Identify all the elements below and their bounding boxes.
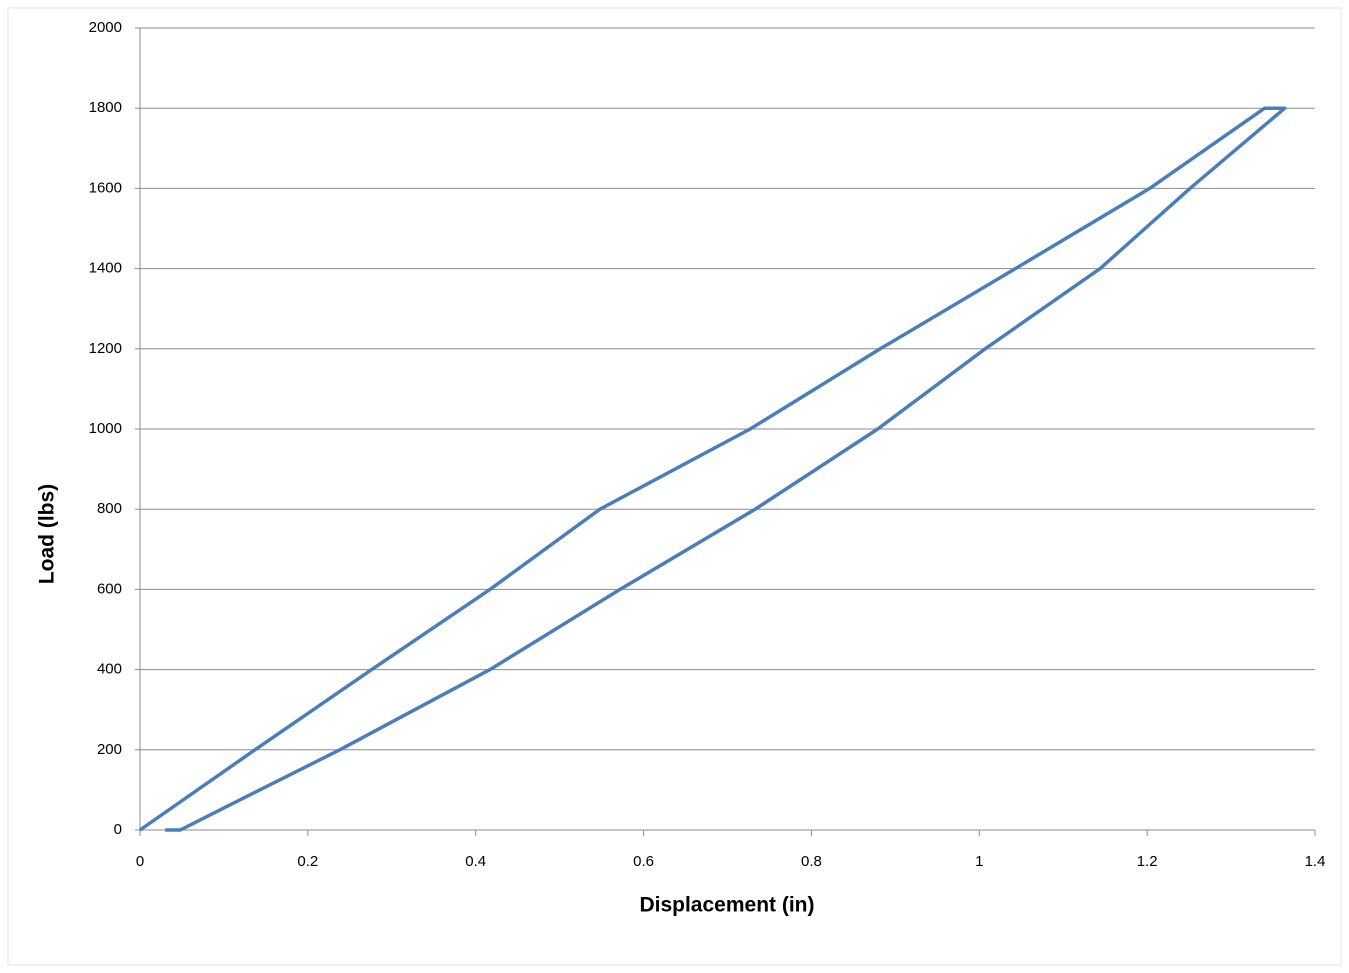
y-tick-label: 1000 [89, 420, 122, 437]
y-tick-label: 1200 [89, 340, 122, 357]
x-tick-label: 0.2 [297, 853, 318, 870]
y-tick-label: 1400 [89, 260, 122, 277]
y-tick-label: 400 [97, 661, 122, 678]
x-tick-label: 1.4 [1305, 853, 1326, 870]
data-line [138, 106, 1287, 832]
y-tick-label: 600 [97, 580, 122, 597]
y-tick-label: 800 [97, 500, 122, 517]
chart-border [7, 7, 1342, 966]
x-tick-label: 0.6 [633, 853, 654, 870]
x-tick-label: 1 [975, 853, 983, 870]
x-tick-label: 0.4 [465, 853, 486, 870]
y-tick-label: 1600 [89, 179, 122, 196]
y-tick-label: 2000 [89, 19, 122, 36]
x-tick-label: 0.8 [801, 853, 822, 870]
x-tick-label: 1.2 [1137, 853, 1158, 870]
y-tick-label: 200 [97, 741, 122, 758]
y-tick-label: 1800 [89, 99, 122, 116]
y-tick-label: 0 [114, 821, 122, 838]
y-axis-title: Load (lbs) [36, 484, 59, 584]
x-axis-title: Displacement (in) [639, 894, 814, 917]
x-tick-label: 0 [136, 853, 144, 870]
